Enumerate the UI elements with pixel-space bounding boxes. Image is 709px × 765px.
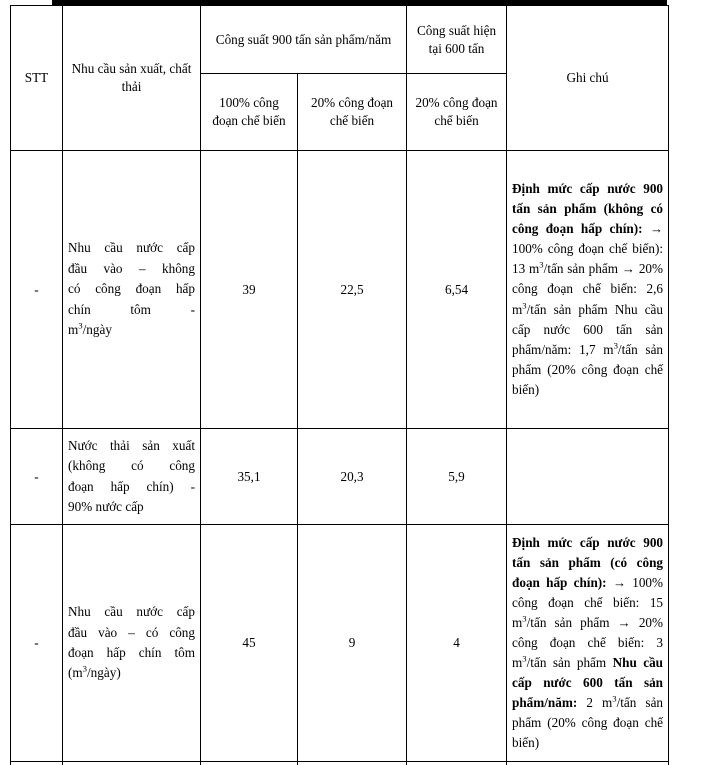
row-value-600-20pct	[406, 760, 508, 765]
need-line: chín tôm -	[68, 301, 195, 317]
row-stt: -	[10, 428, 63, 525]
need-line: (không có công	[68, 458, 195, 474]
header-note: Ghi chú	[506, 5, 670, 151]
row-need-label: Nhu cầu nước cấp đầu vào – có công đoạn …	[62, 524, 201, 762]
row-need-label: Nước thải sản xuất (không có công đoạn h…	[62, 428, 201, 525]
note-body-text: → 100% công đoạn chế biến): 13 m3/tấn sả…	[512, 221, 664, 397]
row-value-900-100pct: 35,1	[200, 428, 298, 525]
header-900-20pct: 20% công đoạn chế biến	[296, 73, 408, 151]
header-600-20pct: 20% công đoạn chế biến	[406, 73, 508, 151]
need-line: Nhu cầu nước cấp	[68, 240, 195, 256]
row-value-900-100pct	[200, 760, 298, 765]
note-tail-text: 2 m3/tấn sản phẩm (20% công đoạn chế biế…	[512, 693, 664, 751]
row-note: Định mức cấp nước 900 tấn sản phẩm (khôn…	[506, 150, 670, 429]
row-value-900-20pct: 22,5	[296, 150, 408, 429]
header-900-100pct: 100% công đoạn chế biến	[200, 73, 298, 151]
table-row: - Nhu cầu nước cấp đầu vào – không có cô…	[10, 150, 670, 429]
header-row-top: STT Nhu cầu sản xuất, chất thải Công suấ…	[10, 5, 670, 151]
row-stt: -	[10, 524, 63, 762]
row-note	[506, 760, 670, 765]
header-row-sub: 100% công đoạn chế biến 20% công đoạn ch…	[11, 73, 669, 151]
row-need-label: Nhu cầu nước cấp đầu vào – không có công…	[62, 150, 201, 429]
row-value-600-20pct: 6,54	[406, 150, 508, 429]
row-value-900-20pct	[296, 760, 408, 765]
table-header: STT Nhu cầu sản xuất, chất thải Công suấ…	[10, 5, 670, 151]
row-note	[506, 428, 670, 525]
table-row: - Nước thải sản xuất (không có công đoạn…	[10, 428, 670, 525]
row-value-900-20pct: 9	[296, 524, 408, 762]
table-container: STT Nhu cầu sản xuất, chất thải Công suấ…	[10, 5, 670, 765]
note-bold-lead: Định mức cấp nước 900 tấn sản phẩm (khôn…	[512, 181, 664, 237]
row-need-label: Nước thải sản xuất	[62, 760, 201, 765]
need-line-unit: m3/ngày	[68, 320, 112, 338]
note-body-text: → 100% công đoạn chế biến: 15 m3/tấn sản…	[512, 574, 664, 671]
table-row: Nước thải sản xuất	[10, 760, 670, 765]
row-stt: -	[10, 150, 63, 429]
table-row: - Nhu cầu nước cấp đầu vào – có công đoạ…	[10, 524, 670, 762]
row-value-600-20pct: 5,9	[406, 428, 508, 525]
header-capacity-current-600: Công suất hiện tại 600 tấn	[406, 5, 508, 74]
header-stt: STT	[10, 5, 63, 151]
need-line: đoạn hấp chín) -	[68, 478, 195, 494]
header-capacity-900: Công suất 900 tấn sản phẩm/năm	[199, 5, 408, 74]
need-line: đoạn hấp chín tôm	[68, 645, 195, 660]
header-production-need: Nhu cầu sản xuất, chất thải	[62, 5, 201, 151]
note-bold-second: Nhu cầu cấp nước 600 tấn sản phẩm/năm:	[512, 655, 664, 711]
need-line: đầu vào – không	[68, 260, 195, 276]
need-line: có công đoạn hấp	[68, 281, 195, 297]
table-body: - Nhu cầu nước cấp đầu vào – không có cô…	[10, 150, 670, 765]
need-line: đầu vào – có công	[68, 624, 195, 640]
production-demand-table: STT Nhu cầu sản xuất, chất thải Công suấ…	[10, 5, 670, 765]
row-stt	[10, 760, 63, 765]
scan-top-black-bar	[52, 0, 667, 6]
note-bold-lead: Định mức cấp nước 900 tấn sản phẩm (có c…	[512, 534, 664, 590]
row-note: Định mức cấp nước 900 tấn sản phẩm (có c…	[506, 524, 670, 762]
row-value-900-100pct: 39	[200, 150, 298, 429]
row-value-900-20pct: 20,3	[296, 428, 408, 525]
row-value-600-20pct: 4	[406, 524, 508, 762]
need-line: Nước thải sản xuất	[68, 437, 195, 453]
row-value-900-100pct: 45	[200, 524, 298, 762]
need-line-unit: (m3/ngày)	[68, 664, 121, 681]
need-line: Nhu cầu nước cấp	[68, 604, 195, 620]
need-line-unit: 90% nước cấp	[68, 498, 144, 514]
